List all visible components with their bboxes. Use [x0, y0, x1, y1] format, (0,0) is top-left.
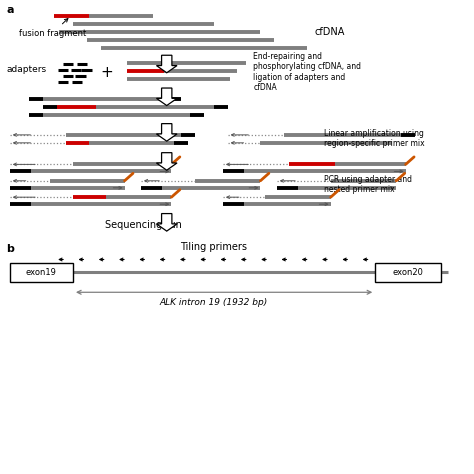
Text: cfDNA: cfDNA	[314, 27, 345, 37]
Text: +: +	[100, 64, 113, 80]
Text: fusion fragment: fusion fragment	[19, 18, 86, 37]
Polygon shape	[156, 153, 177, 170]
Polygon shape	[156, 124, 177, 141]
Text: exon20: exon20	[392, 268, 423, 277]
FancyBboxPatch shape	[375, 263, 441, 282]
Text: Linear amplification using
region-specific primer mix: Linear amplification using region-specif…	[324, 129, 424, 148]
Polygon shape	[156, 88, 177, 106]
Polygon shape	[156, 55, 177, 73]
Text: b: b	[7, 244, 14, 254]
Text: ALK intron 19 (1932 bp): ALK intron 19 (1932 bp)	[159, 298, 268, 307]
FancyBboxPatch shape	[10, 263, 73, 282]
Text: adapters: adapters	[7, 65, 46, 74]
Text: PCR using adapter and
nested primer mix: PCR using adapter and nested primer mix	[324, 175, 411, 194]
Text: Sequencing run: Sequencing run	[105, 220, 182, 230]
Text: exon19: exon19	[26, 268, 57, 277]
Text: End-repairing and
phosphorylating cfDNA, and
ligation of adapters and
cfDNA: End-repairing and phosphorylating cfDNA,…	[254, 52, 361, 92]
Polygon shape	[156, 214, 177, 231]
Text: Tiling primers: Tiling primers	[180, 242, 247, 252]
Text: a: a	[7, 5, 14, 15]
